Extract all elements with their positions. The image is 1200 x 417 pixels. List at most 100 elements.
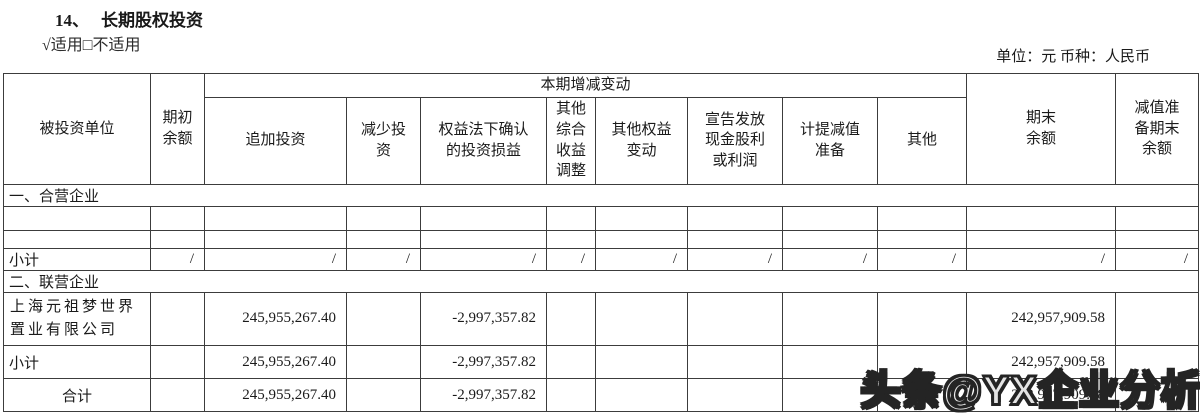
cell-equity-method-pnl: -2,997,357.82: [420, 345, 547, 380]
section-row-joint-ventures: 一、合营企业: [2, 183, 1200, 207]
cell-equity-method-pnl: -2,997,357.82: [420, 378, 547, 413]
empty-cell: [782, 229, 878, 249]
empty-cell: [150, 229, 205, 249]
empty-cell: [687, 291, 783, 347]
company-name: 上海元祖梦世界 置业有限公司: [3, 291, 151, 347]
empty-cell: [346, 345, 421, 380]
col-header-additional-investment: 追加投资: [204, 96, 347, 185]
empty-cell: [595, 205, 688, 231]
empty-cell: [782, 291, 878, 347]
empty-cell: [346, 229, 421, 249]
empty-cell: [595, 229, 688, 249]
empty-cell: [1115, 345, 1200, 380]
subtotal-label: 小计: [3, 345, 151, 380]
empty-cell: [150, 205, 205, 231]
empty-cell: [150, 378, 205, 413]
cell-slash: /: [782, 247, 878, 271]
col-header-other: 其他: [876, 96, 968, 185]
empty-cell: [595, 378, 688, 413]
empty-cell: [3, 229, 151, 249]
col-header-period-change-group: 本期增减变动: [203, 73, 968, 98]
col-header-reduced-investment: 减少投 资: [346, 96, 421, 185]
empty-cell: [782, 345, 878, 380]
cell-slash: /: [1115, 247, 1200, 271]
associate-subtotal-row: 小计 245,955,267.40 -2,997,357.82 242,957,…: [3, 345, 1200, 380]
col-header-invested-unit: 被投资单位: [3, 73, 151, 185]
empty-cell: [687, 345, 783, 380]
empty-cell: [1115, 229, 1200, 249]
section-label-associates: 二、联营企业: [2, 269, 1200, 293]
col-header-oci-adjustment: 其他 综合 收益 调整: [546, 96, 596, 185]
cell-slash: /: [876, 247, 968, 271]
subtotal-label: 小计: [3, 247, 151, 271]
empty-cell: [420, 205, 547, 231]
empty-cell: [420, 229, 547, 249]
empty-cell: [595, 291, 688, 347]
cell-closing-balance: 242,957,909.58: [966, 345, 1117, 380]
col-header-equity-method-pnl: 权益法下确认 的投资损益: [420, 96, 547, 185]
col-header-cash-dividend-declared: 宣告发放 现金股利 或利润: [687, 96, 783, 185]
long-term-equity-investment-table: 被投资单位 期初 余额 本期增减变动 期末 余额 减值准 备期末 余额 追加投资…: [2, 73, 1200, 413]
empty-cell: [204, 229, 347, 249]
associate-company-row: 上海元祖梦世界 置业有限公司 245,955,267.40 -2,997,357…: [3, 291, 1200, 347]
section-label-joint-ventures: 一、合营企业: [2, 183, 1200, 207]
section-heading: 14、 长期股权投资: [55, 6, 203, 31]
empty-cell: [876, 205, 968, 231]
joint-subtotal-row: 小计 / / / / / / / / / / /: [3, 247, 1200, 271]
empty-cell: [687, 229, 783, 249]
header-row-1: 被投资单位 期初 余额 本期增减变动 期末 余额 减值准 备期末 余额: [3, 73, 1200, 185]
total-label: 合计: [3, 378, 151, 413]
header-row-2: 追加投资 减少投 资 权益法下确认 的投资损益 其他 综合 收益 调整 其他权益…: [4, 96, 1199, 185]
empty-cell: [782, 205, 878, 231]
cell-slash: /: [420, 247, 547, 271]
applicability-note: √适用□不适用: [42, 37, 141, 54]
unit-currency-note: 单位：元 币种：人民币: [996, 49, 1150, 65]
empty-cell: [546, 291, 596, 347]
empty-cell: [966, 205, 1117, 231]
cell-additional-investment: 245,955,267.40: [204, 345, 347, 380]
section-row-associates: 二、联营企业: [2, 269, 1200, 293]
cell-slash: /: [150, 247, 205, 271]
section-number: 14、: [55, 11, 89, 30]
cell-slash: /: [687, 247, 783, 271]
empty-row: [3, 229, 1200, 249]
cell-slash: /: [346, 247, 421, 271]
empty-cell: [782, 378, 878, 413]
grand-total-row: 合计 245,955,267.40 -2,997,357.82 242,957,…: [3, 378, 1200, 413]
empty-cell: [595, 345, 688, 380]
col-header-impairment-closing-balance: 减值准 备期末 余额: [1115, 73, 1200, 185]
cell-closing-balance: 242,957,909.58: [966, 291, 1117, 347]
empty-cell: [546, 345, 596, 380]
cell-closing-balance: 242,957,909.58: [966, 378, 1117, 413]
empty-cell: [687, 205, 783, 231]
cell-additional-investment: 245,955,267.40: [204, 378, 347, 413]
cell-slash: /: [595, 247, 688, 271]
empty-cell: [150, 291, 205, 347]
cell-equity-method-pnl: -2,997,357.82: [420, 291, 547, 347]
empty-cell: [346, 378, 421, 413]
empty-cell: [1115, 291, 1200, 347]
empty-cell: [346, 205, 421, 231]
empty-cell: [1115, 205, 1200, 231]
empty-cell: [876, 229, 968, 249]
cell-slash: /: [546, 247, 596, 271]
empty-cell: [876, 378, 968, 413]
empty-cell: [546, 378, 596, 413]
empty-cell: [546, 229, 596, 249]
empty-cell: [687, 378, 783, 413]
empty-cell: [546, 205, 596, 231]
empty-cell: [3, 205, 151, 231]
empty-cell: [1115, 378, 1200, 413]
empty-row: [3, 205, 1200, 231]
toutiao-watermark: 头条@YX企业分析: [860, 368, 1200, 414]
section-title: 长期股权投资: [101, 11, 203, 30]
empty-cell: [966, 229, 1117, 249]
cell-slash: /: [204, 247, 347, 271]
col-header-closing-balance: 期末 余额: [966, 73, 1117, 185]
empty-cell: [876, 291, 968, 347]
col-header-other-equity-change: 其他权益 变动: [595, 96, 688, 185]
empty-cell: [204, 205, 347, 231]
cell-additional-investment: 245,955,267.40: [204, 291, 347, 347]
empty-cell: [150, 345, 205, 380]
